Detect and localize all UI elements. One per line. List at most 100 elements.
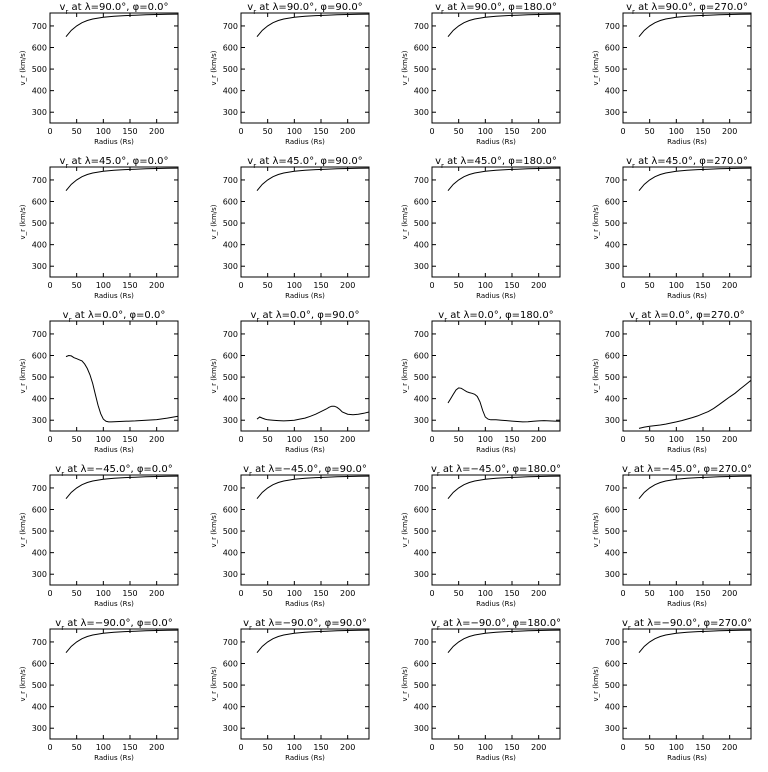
- title-var: v: [622, 464, 628, 475]
- x-axis-label: Radius (Rs): [476, 292, 516, 300]
- x-tick-label: 150: [695, 435, 710, 444]
- y-tick-label: 600: [223, 198, 238, 207]
- x-tick-label: 50: [263, 435, 273, 444]
- title-rest: at λ=−45.0°, φ=180.0°: [440, 464, 561, 475]
- y-tick-label: 500: [223, 219, 238, 228]
- x-tick-label: 200: [722, 589, 737, 598]
- series-line: [65, 13, 179, 38]
- x-tick-label: 100: [669, 589, 684, 598]
- x-tick-label: 100: [669, 281, 684, 290]
- title-sub: r: [441, 162, 444, 170]
- x-tick-label: 0: [238, 281, 243, 290]
- plot-frame: [49, 166, 179, 278]
- y-tick-label: 400: [32, 549, 47, 558]
- plot-title: vr at λ=−90.0°, φ=180.0°: [431, 618, 561, 632]
- y-tick-label: 400: [414, 395, 429, 404]
- title-var: v: [247, 2, 253, 13]
- y-tick-label: 700: [32, 176, 47, 185]
- y-tick-label: 400: [223, 549, 238, 558]
- title-rest: at λ=−45.0°, φ=90.0°: [252, 464, 367, 475]
- subplot-18: vr at λ=−90.0°, φ=180.0° 0 50 100 150 200 300 4…: [401, 618, 561, 762]
- x-tick-label: 50: [645, 281, 655, 290]
- x-tick-label: 150: [504, 743, 519, 752]
- plot-title: vr at λ=90.0°, φ=90.0°: [247, 2, 362, 16]
- x-axis-label: Radius (Rs): [476, 138, 516, 146]
- plot-title: vr at λ=90.0°, φ=180.0°: [435, 2, 557, 16]
- series-line: [447, 167, 561, 192]
- x-tick-label: 50: [645, 743, 655, 752]
- x-tick-label: 0: [620, 435, 625, 444]
- x-tick-label: 150: [313, 435, 328, 444]
- x-tick-label: 200: [340, 743, 355, 752]
- title-rest: at λ=45.0°, φ=180.0°: [444, 156, 557, 167]
- plot-frame: [431, 12, 561, 124]
- title-sub: r: [437, 624, 440, 632]
- y-tick-label: 500: [414, 527, 429, 536]
- x-tick-label: 200: [531, 281, 546, 290]
- x-tick-label: 50: [454, 281, 464, 290]
- y-axis-label: v_r (km/s): [592, 50, 600, 85]
- x-tick-label: 100: [478, 281, 493, 290]
- x-tick-label: 0: [620, 281, 625, 290]
- y-tick-label: 700: [605, 330, 620, 339]
- x-tick-label: 0: [429, 281, 434, 290]
- y-tick-label: 300: [605, 416, 620, 425]
- y-tick-label: 400: [414, 549, 429, 558]
- x-tick-label: 150: [122, 127, 137, 136]
- x-tick-label: 100: [478, 589, 493, 598]
- series-line: [256, 167, 370, 192]
- x-tick-label: 200: [722, 435, 737, 444]
- x-tick-label: 100: [287, 435, 302, 444]
- x-tick-label: 200: [722, 743, 737, 752]
- x-tick-label: 50: [72, 589, 82, 598]
- y-tick-label: 300: [223, 416, 238, 425]
- title-sub: r: [444, 316, 447, 324]
- title-rest: at λ=45.0°, φ=90.0°: [256, 156, 363, 167]
- y-tick-label: 700: [223, 638, 238, 647]
- x-tick-label: 150: [695, 589, 710, 598]
- y-tick-label: 400: [605, 87, 620, 96]
- y-tick-label: 300: [605, 570, 620, 579]
- x-tick-label: 50: [72, 435, 82, 444]
- x-tick-label: 50: [263, 127, 273, 136]
- y-tick-label: 700: [32, 484, 47, 493]
- y-tick-label: 700: [414, 22, 429, 31]
- y-axis-label: v_r (km/s): [592, 204, 600, 239]
- title-sub: r: [628, 624, 631, 632]
- series-line: [65, 629, 179, 654]
- series-line: [638, 379, 752, 429]
- x-tick-label: 0: [47, 435, 52, 444]
- y-tick-label: 700: [605, 484, 620, 493]
- title-sub: r: [253, 162, 256, 170]
- x-axis-label: Radius (Rs): [476, 446, 516, 454]
- subplot-11: vr at λ=0.0°, φ=270.0° 0 50 100 150 200 300 400…: [592, 310, 752, 454]
- y-tick-label: 300: [223, 108, 238, 117]
- y-tick-label: 300: [223, 570, 238, 579]
- plot-title: vr at λ=−90.0°, φ=270.0°: [622, 618, 752, 632]
- y-tick-label: 500: [32, 527, 47, 536]
- title-var: v: [55, 464, 61, 475]
- x-tick-label: 200: [531, 435, 546, 444]
- y-tick-label: 400: [223, 87, 238, 96]
- x-tick-label: 100: [287, 127, 302, 136]
- series-line: [256, 405, 370, 422]
- y-tick-label: 700: [414, 484, 429, 493]
- y-tick-label: 500: [32, 373, 47, 382]
- x-tick-label: 150: [504, 127, 519, 136]
- plot-frame: [240, 474, 370, 586]
- x-tick-label: 0: [47, 589, 52, 598]
- plot-frame: [49, 320, 179, 432]
- title-rest: at λ=−90.0°, φ=90.0°: [252, 618, 367, 629]
- y-tick-label: 300: [32, 416, 47, 425]
- plot-frame: [49, 12, 179, 124]
- x-tick-label: 0: [47, 743, 52, 752]
- x-tick-label: 200: [340, 589, 355, 598]
- x-tick-label: 0: [238, 743, 243, 752]
- y-tick-label: 700: [223, 22, 238, 31]
- y-tick-label: 300: [414, 570, 429, 579]
- title-rest: at λ=45.0°, φ=270.0°: [635, 156, 748, 167]
- subplot-17: vr at λ=−90.0°, φ=90.0° 0 50 100 150 200 300 40…: [210, 618, 370, 762]
- x-axis-label: Radius (Rs): [285, 446, 325, 454]
- y-tick-label: 500: [223, 681, 238, 690]
- y-tick-label: 500: [605, 681, 620, 690]
